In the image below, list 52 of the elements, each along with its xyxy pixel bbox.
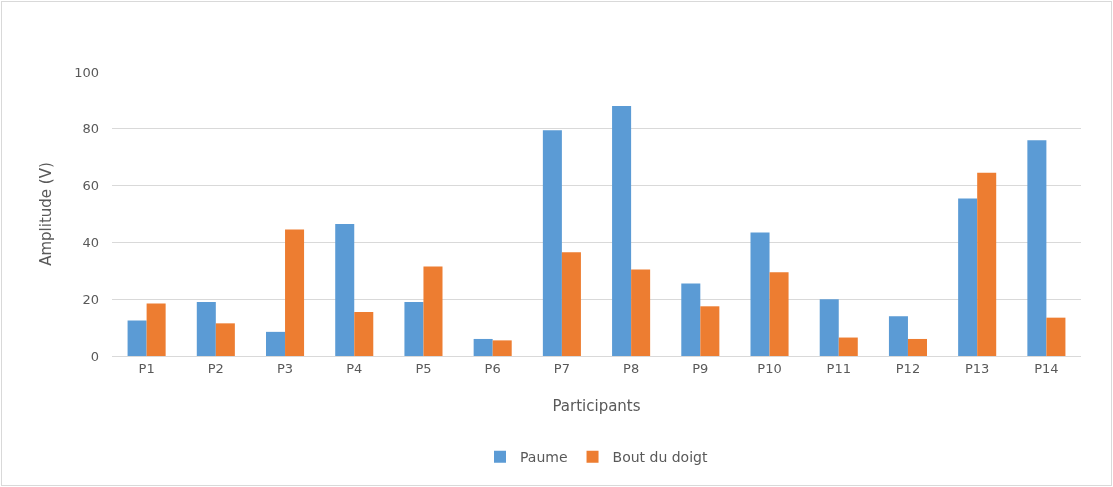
- bar: [215, 323, 235, 356]
- x-tick-label: P3: [276, 360, 294, 376]
- y-tick-label: 80: [82, 121, 99, 137]
- bar: [146, 303, 166, 356]
- legend-label: Paume: [520, 449, 568, 466]
- y-tick-label: 40: [82, 234, 99, 250]
- bar: [612, 106, 632, 356]
- bar: [977, 172, 997, 356]
- x-axis-title: Participants: [552, 397, 641, 415]
- x-tick-label: P5: [415, 360, 432, 376]
- y-tick-label: 60: [82, 178, 99, 194]
- y-tick-label: 100: [74, 64, 99, 80]
- x-tick-label: P2: [207, 360, 224, 376]
- bar: [127, 320, 147, 356]
- x-tick-label: P9: [692, 360, 709, 376]
- bar: [769, 272, 789, 356]
- bar: [1046, 317, 1066, 356]
- bar: [681, 283, 701, 356]
- legend-label: Bout du doigt: [612, 449, 708, 466]
- bar: [819, 299, 839, 356]
- bar: [196, 302, 216, 356]
- bar: [750, 232, 770, 356]
- bar: [838, 337, 858, 356]
- x-tick-label: P1: [138, 360, 155, 376]
- y-axis-title: Amplitude (V): [37, 162, 56, 266]
- bar: [285, 229, 305, 356]
- bar: [1027, 140, 1047, 356]
- x-tick-label: P7: [553, 360, 570, 376]
- y-tick-label: 20: [82, 291, 99, 307]
- x-tick-label: P10: [757, 360, 782, 376]
- x-tick-label: P13: [964, 360, 990, 376]
- bar: [354, 311, 374, 356]
- x-tick-label: P11: [826, 360, 851, 376]
- bar: [888, 316, 908, 356]
- bar: [266, 331, 286, 356]
- bar: [492, 340, 512, 356]
- x-tick-label: P14: [1034, 360, 1059, 376]
- x-tick-label: P8: [623, 360, 640, 376]
- bar: [423, 266, 443, 356]
- x-tick-label: P4: [346, 360, 363, 376]
- bar: [631, 269, 651, 356]
- bar: [473, 338, 493, 356]
- bar: [404, 302, 424, 356]
- x-tick-label: P6: [484, 360, 501, 376]
- bar: [335, 223, 355, 356]
- y-tick-label: 0: [90, 348, 99, 364]
- bar: [958, 198, 978, 356]
- x-tick-label: P12: [895, 360, 921, 376]
- bar: [542, 130, 562, 356]
- bar: [700, 306, 720, 356]
- bar: [561, 252, 581, 356]
- bar: [907, 338, 927, 356]
